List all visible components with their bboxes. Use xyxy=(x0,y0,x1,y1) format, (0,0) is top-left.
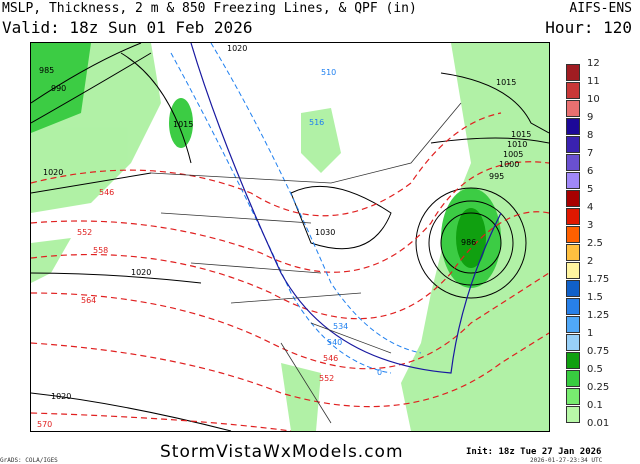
legend-label: 8 xyxy=(587,130,594,141)
svg-text:1020: 1020 xyxy=(43,168,63,177)
svg-text:510: 510 xyxy=(321,68,336,77)
weather-map: 985 990 1015 1020 1020 1020 1020 1030 10… xyxy=(30,42,550,432)
map-canvas: 985 990 1015 1020 1020 1020 1020 1030 10… xyxy=(31,43,549,431)
svg-text:985: 985 xyxy=(39,66,54,75)
legend-label: 11 xyxy=(587,76,600,87)
legend-label: 1.5 xyxy=(587,292,603,303)
legend-label: 1 xyxy=(587,328,594,339)
svg-text:516: 516 xyxy=(309,118,324,127)
svg-text:1000: 1000 xyxy=(499,160,519,169)
legend-label: 0.1 xyxy=(587,400,603,411)
legend-swatch xyxy=(566,226,580,243)
legend-label: 0.75 xyxy=(587,346,610,357)
legend-swatch xyxy=(566,352,580,369)
legend-swatch xyxy=(566,82,580,99)
legend-swatch xyxy=(566,154,580,171)
svg-text:552: 552 xyxy=(77,228,92,237)
legend-swatch xyxy=(566,298,580,315)
legend-label: 7 xyxy=(587,148,594,159)
svg-text:995: 995 xyxy=(489,172,504,181)
freezing-labels: 516 510 534 540 0 xyxy=(309,68,382,377)
svg-text:558: 558 xyxy=(93,246,108,255)
legend-swatch xyxy=(566,316,580,333)
legend-label: 4 xyxy=(587,202,594,213)
map-title: MSLP, Thickness, 2 m & 850 Freezing Line… xyxy=(2,1,417,16)
site-watermark: StormVistaWxModels.com xyxy=(160,442,404,462)
svg-text:1020: 1020 xyxy=(51,392,71,401)
thickness-lines xyxy=(31,112,549,431)
legend-label: 10 xyxy=(587,94,600,105)
legend-swatch xyxy=(566,190,580,207)
legend-label: 9 xyxy=(587,112,594,123)
svg-text:1015: 1015 xyxy=(173,120,193,129)
legend-swatch xyxy=(566,64,580,81)
timestamp: 2026-01-27-23:34 UTC xyxy=(530,457,603,464)
legend-swatch xyxy=(566,100,580,117)
init-time: Init: 18z Tue 27 Jan 2026 xyxy=(466,447,602,457)
svg-text:986: 986 xyxy=(461,238,476,247)
model-name: AIFS-ENS xyxy=(569,1,632,16)
legend-swatch xyxy=(566,370,580,387)
svg-text:1015: 1015 xyxy=(496,78,516,87)
svg-text:546: 546 xyxy=(99,188,114,197)
legend-label: 3 xyxy=(587,220,594,231)
legend-label: 2 xyxy=(587,256,594,267)
legend-label: 1.75 xyxy=(587,274,610,285)
legend-swatch xyxy=(566,208,580,225)
svg-text:1005: 1005 xyxy=(503,150,523,159)
svg-text:1010: 1010 xyxy=(507,140,527,149)
legend-label: 12 xyxy=(587,58,600,69)
legend-swatch xyxy=(566,136,580,153)
valid-time: Valid: 18z Sun 01 Feb 2026 xyxy=(2,18,253,37)
legend-label: 6 xyxy=(587,166,594,177)
qpf-color-legend xyxy=(566,64,580,424)
legend-swatch xyxy=(566,334,580,351)
legend-label: 1.25 xyxy=(587,310,610,321)
svg-text:1020: 1020 xyxy=(227,44,247,53)
svg-text:564: 564 xyxy=(81,296,96,305)
legend-swatch xyxy=(566,388,580,405)
svg-text:570: 570 xyxy=(37,420,52,429)
svg-text:534: 534 xyxy=(333,322,348,331)
legend-label: 5 xyxy=(587,184,594,195)
legend-label: 0.25 xyxy=(587,382,610,393)
svg-text:1030: 1030 xyxy=(315,228,335,237)
isobar-labels: 985 990 1015 1020 1020 1020 1020 1030 10… xyxy=(39,44,531,401)
legend-swatch xyxy=(566,406,580,423)
legend-swatch xyxy=(566,172,580,189)
svg-text:546: 546 xyxy=(323,354,338,363)
forecast-hour: Hour: 120 xyxy=(545,18,632,37)
svg-text:540: 540 xyxy=(327,338,342,347)
borders xyxy=(150,102,462,424)
svg-text:990: 990 xyxy=(51,84,66,93)
svg-text:1015: 1015 xyxy=(511,130,531,139)
svg-text:0: 0 xyxy=(377,368,382,377)
legend-label: 0.5 xyxy=(587,364,603,375)
credit: GrADS: COLA/IGES xyxy=(0,457,58,464)
legend-label: 2.5 xyxy=(587,238,603,249)
legend-swatch xyxy=(566,118,580,135)
legend-label: 0.01 xyxy=(587,418,610,429)
legend-swatch xyxy=(566,280,580,297)
legend-swatch xyxy=(566,244,580,261)
legend-swatch xyxy=(566,262,580,279)
thickness-labels: 546 552 558 564 570 546 552 xyxy=(37,188,338,429)
svg-text:1020: 1020 xyxy=(131,268,151,277)
svg-text:552: 552 xyxy=(319,374,334,383)
